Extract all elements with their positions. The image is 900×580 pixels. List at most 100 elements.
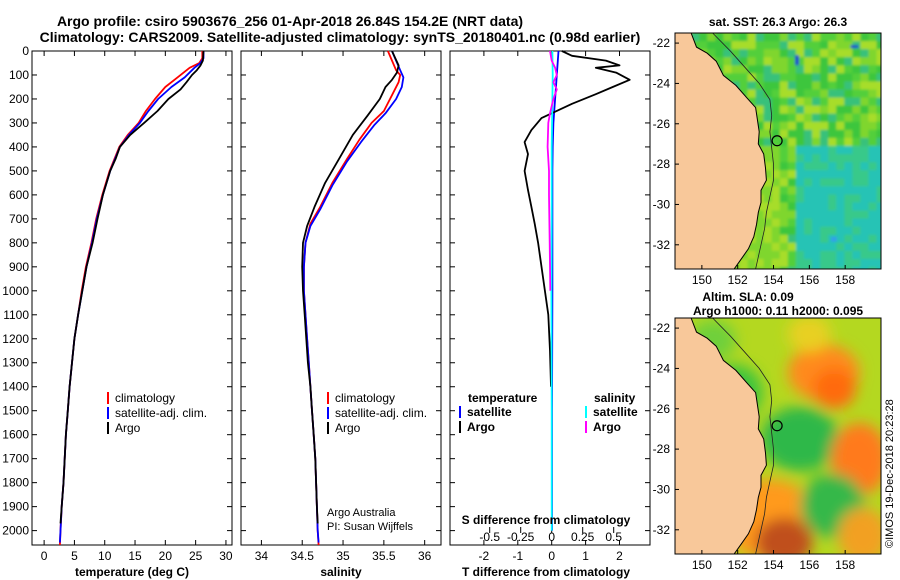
sst-cell (852, 186, 862, 196)
sst-cell (763, 186, 773, 196)
sst-cell (787, 65, 797, 75)
depth-axis: 0 100 200 300 400 500 600 700 800 900 1000 1100 1200… (2, 44, 232, 538)
sdiff-tick-label: 0 (548, 530, 555, 544)
sst-cell (803, 178, 813, 188)
sst-cell (868, 81, 878, 91)
sst-cell (715, 41, 725, 51)
sst-cell (844, 242, 854, 252)
sst-cell (844, 154, 854, 164)
sst-cell (787, 178, 797, 188)
title-line-1: Argo profile: csiro 5903676_256 01-Apr-2… (57, 13, 523, 29)
sst-cell (755, 266, 765, 269)
sla-latitude-axis: -22 -24 -26 -28 -30 -32 (653, 321, 679, 537)
sst-cell (779, 234, 789, 244)
sst-cell (852, 226, 862, 236)
sst-cell (771, 178, 781, 188)
sst-cell (844, 121, 854, 131)
sst-cell (779, 105, 789, 115)
sst-cell (868, 105, 878, 115)
sst-cell (771, 113, 781, 123)
sst-cell (868, 121, 878, 131)
sst-cell (844, 178, 854, 188)
sst-cell (844, 73, 854, 83)
sst-cell (771, 129, 781, 139)
x-tick-label: 25 (189, 549, 203, 563)
sst-cell (852, 121, 862, 131)
sst-cell (787, 210, 797, 220)
sst-cell (755, 210, 765, 220)
x-tick-label: 36 (418, 549, 432, 563)
sst-cell (795, 105, 805, 115)
sst-cell (828, 73, 838, 83)
sst-cell (763, 162, 773, 172)
sst-cell (828, 266, 838, 269)
sst-cell (731, 49, 741, 59)
x-tick-label: 0 (41, 549, 48, 563)
sst-cell (787, 186, 797, 196)
depth-tick-label: 100 (9, 68, 29, 82)
sst-cell (836, 210, 846, 220)
sst-cell (779, 226, 789, 236)
sst-cell (812, 97, 822, 107)
lon-tick-label: 154 (764, 558, 784, 572)
sst-cell (860, 178, 870, 188)
sst-cell (771, 194, 781, 204)
sst-cell (852, 266, 862, 269)
sst-cell (820, 202, 830, 212)
depth-tick-label: 400 (9, 140, 29, 154)
sst-cell (852, 113, 862, 123)
sst-cell (836, 97, 846, 107)
sst-cell (868, 170, 878, 180)
sst-cell (850, 45, 859, 49)
sst-cell (795, 145, 805, 155)
sst-cell (868, 250, 878, 260)
depth-tick-label: 1500 (2, 404, 29, 418)
sst-cell (860, 41, 870, 51)
sst-cell (860, 210, 870, 220)
sst-cell (803, 49, 813, 59)
sst-cell (860, 113, 870, 123)
sst-cell (787, 97, 797, 107)
sst-cell (779, 97, 789, 107)
sst-cell (844, 210, 854, 220)
sst-cell (852, 218, 862, 228)
sst-cell (836, 137, 846, 147)
sst-cell (787, 145, 797, 155)
depth-tick-label: 200 (9, 92, 29, 106)
sst-cell (836, 194, 846, 204)
temperature-x-axis: 0 5 10 15 20 25 30 (41, 51, 233, 563)
sst-cell (795, 194, 805, 204)
x-tick-label: 34 (255, 549, 269, 563)
sst-cell (812, 105, 822, 115)
sst-cell (820, 41, 830, 51)
sst-cell (763, 97, 773, 107)
x-tick-label: 35 (336, 549, 350, 563)
sst-cell (763, 218, 773, 228)
sst-cell (771, 210, 781, 220)
sst-cell (803, 73, 813, 83)
x-tick-label: 15 (128, 549, 142, 563)
sst-cell (755, 41, 765, 51)
sst-cell (820, 170, 830, 180)
sst-cell (779, 258, 789, 268)
sla-longitude-axis: 150 152 154 156 158 (692, 550, 856, 572)
difference-panel: -2 -1 0 1 2 -0.5 -0.25 0 0.25 0.5 S difference f… (449, 50, 651, 579)
sst-cell (812, 218, 822, 228)
sst-cell (747, 81, 757, 91)
sst-cell (723, 73, 733, 83)
lon-tick-label: 158 (835, 558, 855, 572)
x-tick-label: -2 (479, 549, 490, 563)
sst-cell (844, 266, 854, 269)
sst-cell (763, 113, 773, 123)
sst-cell (803, 210, 813, 220)
sst-cell (844, 57, 854, 67)
sst-cell (779, 121, 789, 131)
sst-cell (771, 65, 781, 75)
sst-cell (787, 194, 797, 204)
sst-cell (812, 202, 822, 212)
sst-cell (795, 250, 805, 260)
sst-cell (876, 234, 881, 244)
imos-credit: ©IMOS 19-Dec-2018 20:23:28 (884, 399, 896, 548)
sst-cell (787, 154, 797, 164)
sst-cell (803, 145, 813, 155)
